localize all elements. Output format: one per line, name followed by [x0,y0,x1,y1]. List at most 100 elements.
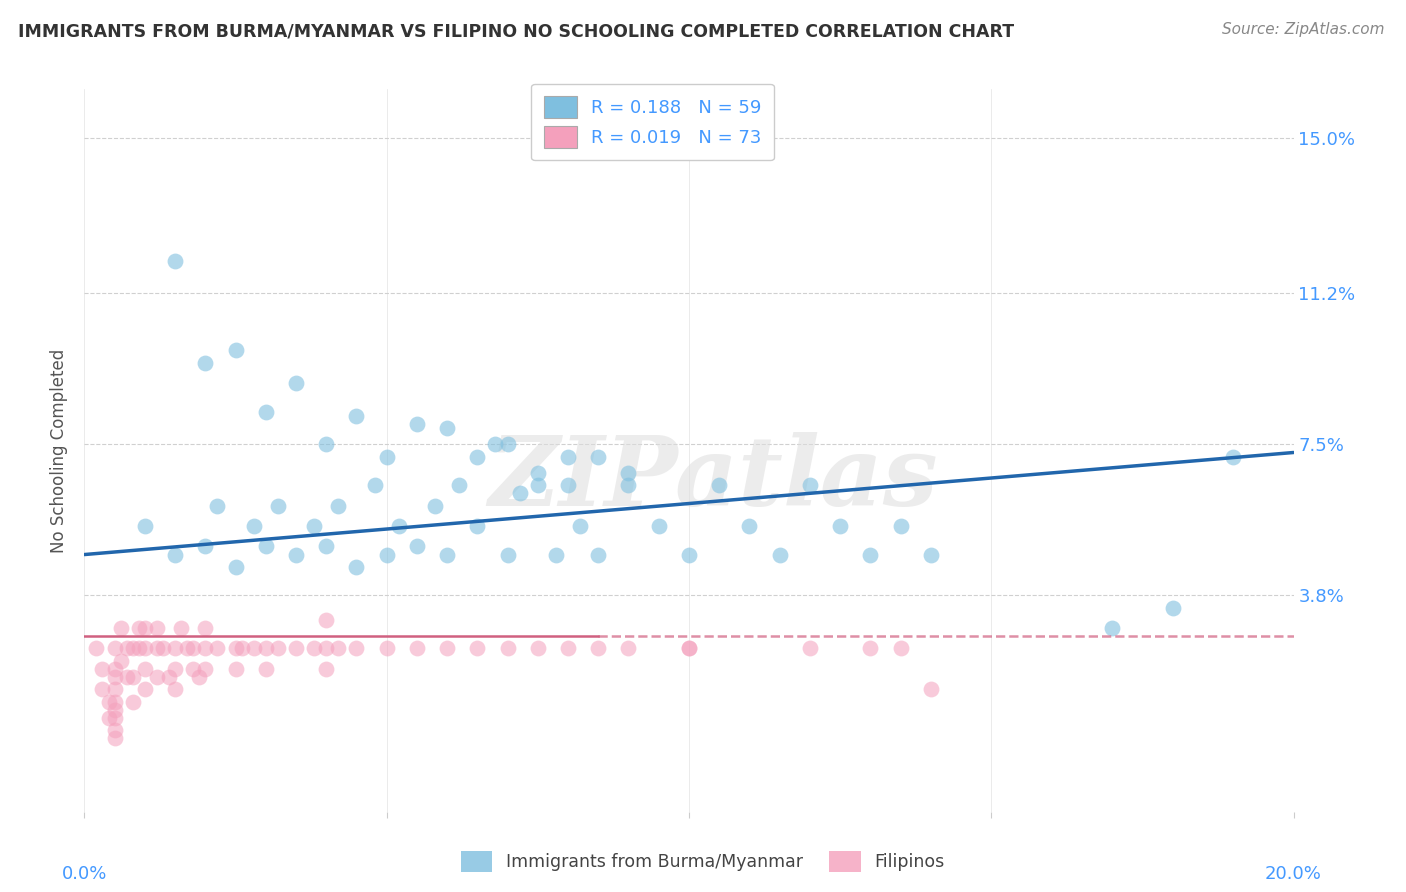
Point [165,253,187,268]
Point [188,670,211,684]
Point [165,682,187,697]
Point [527,466,550,480]
Point [1161,600,1184,615]
Point [557,478,579,492]
Point [1222,450,1244,464]
Point [363,478,385,492]
Point [225,559,247,574]
Point [242,519,264,533]
Point [738,519,761,533]
Point [799,641,821,656]
Point [176,641,198,656]
Point [128,621,150,635]
Point [97,711,120,725]
Point [285,548,308,562]
Point [194,641,217,656]
Point [121,694,143,708]
Point [346,641,368,656]
Point [134,641,156,656]
Point [557,450,579,464]
Point [165,641,187,656]
Point [315,437,337,451]
Point [207,499,229,513]
Point [569,519,592,533]
Point [134,519,156,533]
Point [128,641,150,656]
Point [769,548,792,562]
Point [328,499,350,513]
Point [315,613,337,627]
Point [709,478,731,492]
Point [134,682,156,697]
Point [346,559,368,574]
Point [157,670,180,684]
Point [328,641,350,656]
Point [678,641,700,656]
Point [890,519,912,533]
Point [134,621,156,635]
Point [617,641,640,656]
Point [557,641,579,656]
Point [423,499,446,513]
Point [859,548,882,562]
Point [207,641,229,656]
Point [104,723,127,737]
Point [920,548,942,562]
Point [436,548,458,562]
Point [121,641,143,656]
Point [920,682,942,697]
Point [617,478,640,492]
Point [467,519,489,533]
Point [648,519,671,533]
Point [194,540,217,554]
Point [104,703,127,717]
Point [1101,621,1123,635]
Point [544,548,567,562]
Point [527,478,550,492]
Point [146,621,169,635]
Point [436,421,458,435]
Point [104,641,127,656]
Text: 0.0%: 0.0% [62,864,107,883]
Point [91,662,114,676]
Point [104,711,127,725]
Point [152,641,174,656]
Point [496,641,519,656]
Point [588,641,610,656]
Point [375,450,398,464]
Point [315,662,337,676]
Point [267,499,290,513]
Point [165,548,187,562]
Point [146,670,169,684]
Point [346,409,368,423]
Point [104,662,127,676]
Point [194,662,217,676]
Point [388,519,411,533]
Point [225,641,247,656]
Point [242,641,264,656]
Legend: Immigrants from Burma/Myanmar, Filipinos: Immigrants from Burma/Myanmar, Filipinos [454,844,952,879]
Point [509,486,531,500]
Point [181,641,204,656]
Point [302,519,325,533]
Point [449,478,471,492]
Point [467,641,489,656]
Point [588,450,610,464]
Point [254,540,277,554]
Point [830,519,852,533]
Point [588,548,610,562]
Point [467,450,489,464]
Point [890,641,912,656]
Point [285,376,308,390]
Point [484,437,506,451]
Point [496,437,519,451]
Point [165,662,187,676]
Point [104,670,127,684]
Point [110,621,132,635]
Point [181,662,204,676]
Point [527,641,550,656]
Point [799,478,821,492]
Point [104,682,127,697]
Point [436,641,458,656]
Point [225,662,247,676]
